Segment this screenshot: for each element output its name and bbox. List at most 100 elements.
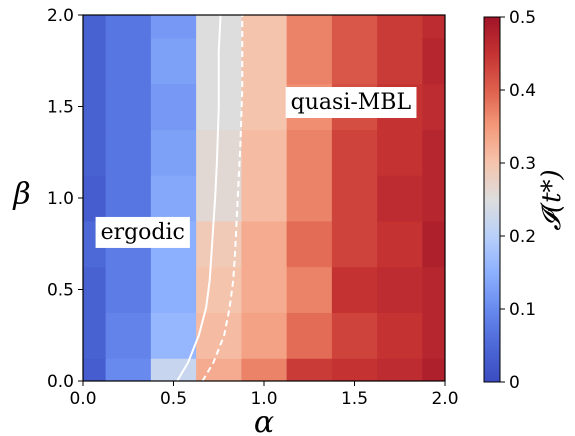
heatmap-cell (241, 15, 288, 39)
heatmap-cell (150, 312, 197, 359)
heatmap-cell (241, 83, 288, 130)
heatmap-cell (422, 220, 445, 268)
heatmap-cell (331, 358, 378, 381)
heatmap-cell (83, 15, 107, 39)
boundary-line-solid (176, 15, 222, 381)
heatmap-cell (422, 83, 445, 130)
heatmap-cell (150, 266, 197, 313)
heatmap-cell (83, 83, 107, 130)
heatmap-cell (83, 175, 107, 222)
heatmap-cell (105, 15, 152, 39)
heatmap-cell (422, 266, 445, 313)
heatmap-cells (83, 15, 445, 381)
colorbar-tick-label: 0 (509, 373, 520, 393)
y-tick-label: 1.5 (47, 98, 74, 118)
heatmap-cell (241, 220, 288, 268)
x-tick-label: 1.0 (250, 389, 277, 409)
heatmap-cell (196, 358, 242, 381)
heatmap-cell (377, 15, 423, 39)
y-tick-label: 0.5 (47, 281, 74, 301)
heatmap-cell (286, 220, 333, 268)
colorbar-tick-label: 0.4 (509, 81, 536, 101)
heatmap-cell (422, 129, 445, 176)
heatmap-cell (196, 220, 242, 268)
heatmap-cell (241, 37, 288, 85)
colorbar-ticks: 0 0.1 0.2 0.3 0.4 0.5 (500, 8, 536, 393)
heatmap-cell (331, 37, 378, 85)
colorbar-tick-label: 0.2 (509, 227, 536, 247)
heatmap-cell (83, 37, 107, 85)
heatmap-cell (241, 358, 288, 381)
region-label: quasi-MBL (285, 87, 417, 119)
boundary-line-dashed (201, 15, 244, 381)
heatmap-cell (377, 312, 423, 359)
heatmap-cell (377, 175, 423, 222)
heatmap-cell (83, 312, 107, 359)
x-tick-label: 2.0 (431, 389, 458, 409)
heatmap-cell (196, 266, 242, 313)
heatmap-cell (377, 266, 423, 313)
heatmap-cell (377, 358, 423, 381)
heatmap-cell (241, 129, 288, 176)
heatmap-cell (331, 266, 378, 313)
heatmap-cell (83, 129, 107, 176)
x-tick-label: 0.0 (69, 389, 96, 409)
heatmap-cell (377, 129, 423, 176)
heatmap-cell (331, 312, 378, 359)
heatmap-cell (150, 15, 197, 39)
x-axis-ticks: 0.0 0.5 1.0 1.5 2.0 (69, 381, 459, 409)
y-tick-label: 2.0 (47, 6, 74, 26)
y-axis-label: β (12, 177, 30, 212)
heatmap-cell (422, 15, 445, 39)
colorbar-tick-label: 0.3 (509, 154, 536, 174)
heatmap-cell (105, 266, 152, 313)
region-label: ergodic (95, 216, 190, 248)
heatmap-cell (150, 37, 197, 85)
region-annotations: ergodic quasi-MBL (95, 87, 417, 248)
colorbar-tick-label: 0.5 (509, 8, 536, 28)
heatmap-cell (286, 37, 333, 85)
heatmap-cell (150, 358, 197, 381)
region-label-background (285, 87, 417, 119)
heatmap-cell (105, 37, 152, 85)
heatmap-cell (286, 312, 333, 359)
phase-boundaries (176, 15, 244, 381)
heatmap-cell (196, 129, 242, 176)
colorbar-gradient (483, 16, 501, 383)
region-label-background (95, 216, 190, 248)
y-axis-ticks: 0.0 0.5 1.0 1.5 2.0 (47, 6, 83, 392)
heatmap-cell (422, 37, 445, 85)
region-label-text: ergodic (101, 220, 185, 245)
x-tick-label: 1.5 (341, 389, 368, 409)
y-tick-label: 0.0 (47, 372, 74, 392)
heatmap-cell (331, 129, 378, 176)
heatmap-cell (377, 220, 423, 268)
heatmap-cell (241, 266, 288, 313)
y-tick-label: 1.0 (47, 189, 74, 209)
heatmap-cell (105, 83, 152, 130)
heatmap-cell (422, 358, 445, 381)
heatmap-cell (105, 312, 152, 359)
x-tick-label: 0.5 (160, 389, 187, 409)
colorbar-label: 𝓘(t*) (537, 169, 567, 230)
heatmap-cell (286, 358, 333, 381)
x-axis-label: α (254, 405, 274, 436)
heatmap-cell (241, 312, 288, 359)
heatmap-cell (241, 175, 288, 222)
heatmap-cell (105, 358, 152, 381)
heatmap-cell (422, 312, 445, 359)
heatmap-cell (105, 129, 152, 176)
heatmap-cell (105, 175, 152, 222)
heatmap-cell (331, 15, 378, 39)
heatmap-cell (83, 358, 107, 381)
heatmap-cell (422, 175, 445, 222)
heatmap-cell (150, 129, 197, 176)
heatmap-cell (83, 266, 107, 313)
region-label-text: quasi-MBL (291, 90, 412, 115)
heatmap-cell (150, 175, 197, 222)
heatmap-cell (331, 175, 378, 222)
heatmap-cell (377, 37, 423, 85)
colorbar: 0 0.1 0.2 0.3 0.4 0.5 𝓘(t*) (483, 8, 567, 393)
heatmap-cell (331, 220, 378, 268)
